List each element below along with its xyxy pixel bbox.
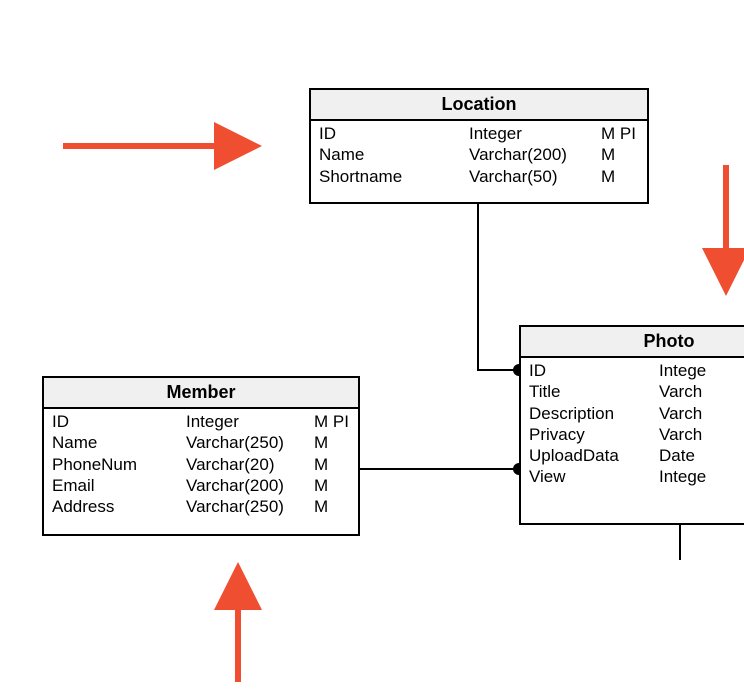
field-type: Varch bbox=[659, 424, 739, 445]
entity-photo-title: Photo bbox=[521, 327, 744, 358]
field-name: View bbox=[529, 466, 659, 487]
field-name: Description bbox=[529, 403, 659, 424]
field-type: Varchar(200) bbox=[469, 144, 601, 165]
entity-member: Member IDIntegerM PINameVarchar(250)MPho… bbox=[42, 376, 360, 536]
table-row: AddressVarchar(250)M bbox=[52, 496, 350, 517]
table-row: NameVarchar(200)M bbox=[319, 144, 639, 165]
field-type: Varch bbox=[659, 381, 739, 402]
table-row: ShortnameVarchar(50)M bbox=[319, 166, 639, 187]
field-name: Title bbox=[529, 381, 659, 402]
field-name: Name bbox=[319, 144, 469, 165]
field-name: Email bbox=[52, 475, 186, 496]
field-type: Varchar(20) bbox=[186, 454, 314, 475]
field-flags: M PI bbox=[601, 123, 641, 144]
field-name: PhoneNum bbox=[52, 454, 186, 475]
field-type: Integer bbox=[186, 411, 314, 432]
table-row: EmailVarchar(200)M bbox=[52, 475, 350, 496]
field-type: Varchar(250) bbox=[186, 432, 314, 453]
field-type: Varchar(50) bbox=[469, 166, 601, 187]
field-flags: M bbox=[314, 496, 354, 517]
er-diagram-canvas: Location IDIntegerM PINameVarchar(200)MS… bbox=[0, 0, 744, 698]
field-name: Address bbox=[52, 496, 186, 517]
entity-member-body: IDIntegerM PINameVarchar(250)MPhoneNumVa… bbox=[44, 409, 358, 523]
table-row: TitleVarch bbox=[529, 381, 744, 402]
field-name: ID bbox=[52, 411, 186, 432]
field-name: UploadData bbox=[529, 445, 659, 466]
field-name: Name bbox=[52, 432, 186, 453]
table-row: DescriptionVarch bbox=[529, 403, 744, 424]
field-flags: M PI bbox=[314, 411, 354, 432]
field-type: Intege bbox=[659, 466, 739, 487]
entity-photo-body: IDIntegeTitleVarchDescriptionVarchPrivac… bbox=[521, 358, 744, 494]
field-name: ID bbox=[529, 360, 659, 381]
field-name: Privacy bbox=[529, 424, 659, 445]
field-type: Integer bbox=[469, 123, 601, 144]
table-row: ViewIntege bbox=[529, 466, 744, 487]
field-flags: M bbox=[314, 432, 354, 453]
entity-location: Location IDIntegerM PINameVarchar(200)MS… bbox=[309, 88, 649, 204]
table-row: NameVarchar(250)M bbox=[52, 432, 350, 453]
field-flags: M bbox=[601, 144, 641, 165]
field-type: Varchar(250) bbox=[186, 496, 314, 517]
table-row: PrivacyVarch bbox=[529, 424, 744, 445]
entity-photo: Photo IDIntegeTitleVarchDescriptionVarch… bbox=[519, 325, 744, 525]
field-type: Intege bbox=[659, 360, 739, 381]
table-row: UploadDataDate bbox=[529, 445, 744, 466]
field-name: ID bbox=[319, 123, 469, 144]
field-flags: M bbox=[314, 454, 354, 475]
field-flags: M bbox=[314, 475, 354, 496]
entity-member-title: Member bbox=[44, 378, 358, 409]
field-type: Date bbox=[659, 445, 739, 466]
connector-line bbox=[478, 204, 519, 370]
entity-location-title: Location bbox=[311, 90, 647, 121]
field-flags: M bbox=[601, 166, 641, 187]
table-row: IDIntegerM PI bbox=[319, 123, 639, 144]
field-type: Varch bbox=[659, 403, 739, 424]
table-row: PhoneNumVarchar(20)M bbox=[52, 454, 350, 475]
field-type: Varchar(200) bbox=[186, 475, 314, 496]
table-row: IDIntegerM PI bbox=[52, 411, 350, 432]
table-row: IDIntege bbox=[529, 360, 744, 381]
entity-location-body: IDIntegerM PINameVarchar(200)MShortnameV… bbox=[311, 121, 647, 193]
field-name: Shortname bbox=[319, 166, 469, 187]
